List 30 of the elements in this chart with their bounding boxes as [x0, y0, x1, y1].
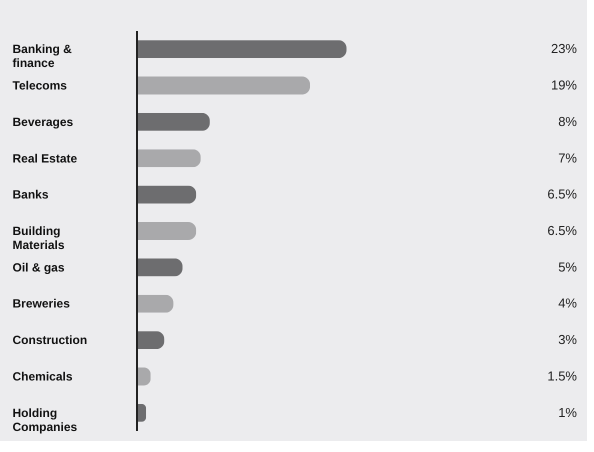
bar: [137, 258, 183, 276]
data-label: 6.5%: [547, 186, 578, 202]
bar: [137, 76, 310, 95]
y-tick-label: Breweries: [12, 296, 70, 311]
data-label: 3%: [558, 332, 578, 348]
bar: [137, 186, 196, 204]
y-tick-label: Chemicals: [12, 369, 73, 384]
bar: [137, 112, 210, 131]
data-label: 4%: [558, 296, 578, 311]
y-tick-label: Building Materials: [12, 224, 65, 252]
y-tick-label: Oil & gas: [12, 260, 65, 274]
data-label: 19%: [550, 78, 578, 93]
y-tick-label: Telecoms: [12, 78, 68, 93]
y-tick-label: Real Estate: [12, 151, 78, 166]
bar: [137, 40, 347, 58]
data-label: 6.5%: [547, 223, 578, 238]
data-label: 1%: [558, 404, 578, 420]
y-tick-label: Beverages: [12, 114, 74, 129]
y-tick-label: Banks: [12, 188, 49, 202]
data-label: 7%: [558, 150, 578, 166]
data-label: 8%: [558, 114, 578, 129]
y-tick-label: Holding Companies: [12, 406, 78, 434]
bar: [137, 149, 201, 168]
y-tick-label: Banking & finance: [12, 42, 72, 70]
bar: [137, 294, 174, 313]
bar: [137, 222, 196, 240]
y-tick-label: Construction: [12, 333, 88, 348]
data-label: 1.5%: [547, 368, 578, 384]
data-label: 5%: [558, 259, 578, 274]
data-label: 23%: [550, 41, 578, 56]
